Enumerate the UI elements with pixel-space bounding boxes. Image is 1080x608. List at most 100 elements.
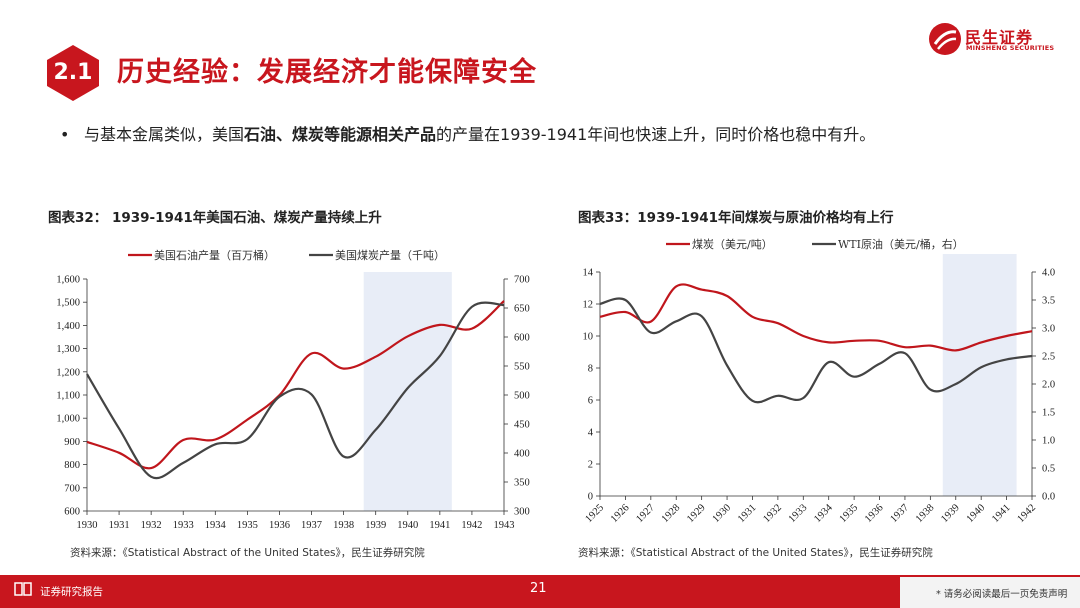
bullet-part1: 与基本金属类似，美国 bbox=[84, 125, 245, 144]
logo-text-cn: 民生证券 bbox=[965, 28, 1034, 47]
x-tick-label: 1927 bbox=[634, 502, 657, 525]
disclaimer-text: * 请务必阅读最后一页免责声明 bbox=[936, 589, 1068, 600]
x-tick-label: 1934 bbox=[812, 502, 835, 525]
legend-label-1: 美国石油产量（百万桶） bbox=[154, 248, 275, 262]
x-tick-label: 1932 bbox=[141, 520, 162, 531]
x-tick-label: 1942 bbox=[461, 520, 482, 531]
figure-33-source: 资料来源：《Statistical Abstract of the United… bbox=[578, 547, 933, 559]
y-left-tick-label: 600 bbox=[64, 507, 80, 518]
y-left-tick-label: 14 bbox=[583, 268, 594, 279]
x-tick-label: 1925 bbox=[583, 502, 606, 525]
bullet-bold: 石油、煤炭等能源相关产品 bbox=[244, 125, 437, 144]
logo-icon bbox=[929, 23, 961, 55]
y-right-tick-label: 0.0 bbox=[1042, 492, 1055, 503]
y-left-tick-label: 4 bbox=[588, 428, 594, 439]
y-right-tick-label: 550 bbox=[514, 362, 530, 373]
logo-text-en: MINSHENG SECURITIES bbox=[966, 44, 1055, 52]
y-right-tick-label: 600 bbox=[514, 333, 530, 344]
x-tick-label: 1934 bbox=[205, 520, 227, 531]
bullet-text: • 与基本金属类似，美国石油、煤炭等能源相关产品的产量在1939-1941年间也快… bbox=[60, 121, 875, 145]
x-tick-label: 1929 bbox=[685, 502, 708, 525]
x-tick-label: 1931 bbox=[736, 502, 759, 525]
y-right-tick-label: 2.5 bbox=[1042, 352, 1055, 363]
y-left-tick-label: 1,100 bbox=[56, 391, 80, 402]
y-left-tick-label: 8 bbox=[588, 364, 593, 375]
x-tick-label: 1935 bbox=[838, 502, 861, 525]
x-tick-label: 1933 bbox=[173, 520, 194, 531]
y-right-tick-label: 3.5 bbox=[1042, 296, 1055, 307]
x-tick-label: 1937 bbox=[301, 520, 322, 531]
shaded-period bbox=[942, 254, 1017, 496]
x-tick-label: 1940 bbox=[397, 520, 418, 531]
x-tick-label: 1931 bbox=[109, 520, 130, 531]
y-left-tick-label: 1,500 bbox=[56, 298, 80, 309]
legend-label-2: 美国煤炭产量（千吨） bbox=[335, 248, 445, 262]
x-tick-label: 1937 bbox=[888, 502, 911, 525]
y-left-tick-label: 1,000 bbox=[56, 414, 80, 425]
figure-32-title: 图表32： 1939-1941年美国石油、煤炭产量持续上升 bbox=[48, 210, 382, 226]
section-number: 2.1 bbox=[53, 60, 93, 85]
x-tick-label: 1936 bbox=[863, 502, 886, 525]
x-tick-label: 1941 bbox=[990, 502, 1013, 525]
y-left-tick-label: 6 bbox=[588, 396, 593, 407]
figure-32-source: 资料来源：《Statistical Abstract of the United… bbox=[70, 547, 425, 559]
y-right-tick-label: 350 bbox=[514, 478, 530, 489]
y-right-tick-label: 4.0 bbox=[1042, 268, 1055, 279]
x-tick-label: 1935 bbox=[237, 520, 258, 531]
x-tick-label: 1939 bbox=[365, 520, 386, 531]
series-line-1 bbox=[599, 283, 1033, 352]
y-left-tick-label: 1,300 bbox=[56, 344, 80, 355]
x-tick-label: 1933 bbox=[787, 502, 810, 525]
shaded-period bbox=[363, 272, 452, 511]
y-left-tick-label: 700 bbox=[64, 483, 80, 494]
y-right-tick-label: 650 bbox=[514, 304, 530, 315]
x-tick-label: 1939 bbox=[939, 502, 962, 525]
y-left-tick-label: 2 bbox=[588, 460, 593, 471]
x-tick-label: 1938 bbox=[914, 502, 937, 525]
x-tick-label: 1930 bbox=[77, 520, 98, 531]
y-left-tick-label: 900 bbox=[64, 437, 80, 448]
figure-33-title: 图表33：1939-1941年间煤炭与原油价格均有上行 bbox=[578, 210, 894, 226]
x-tick-label: 1940 bbox=[965, 502, 988, 525]
book-icon bbox=[14, 582, 32, 596]
y-right-tick-label: 0.5 bbox=[1042, 464, 1055, 475]
disclaimer-background bbox=[900, 577, 1080, 608]
x-tick-label: 1938 bbox=[333, 520, 354, 531]
series-line-2 bbox=[86, 301, 505, 480]
y-right-tick-label: 300 bbox=[514, 507, 530, 518]
x-tick-label: 1928 bbox=[660, 502, 683, 525]
x-tick-label: 1941 bbox=[429, 520, 450, 531]
x-tick-label: 1930 bbox=[711, 502, 734, 525]
bullet-part2: 的产量在1939-1941年间也快速上升，同时价格也稳中有升。 bbox=[436, 125, 876, 144]
x-tick-label: 1942 bbox=[1015, 502, 1038, 525]
section-badge bbox=[47, 45, 99, 101]
x-tick-label: 1932 bbox=[761, 502, 784, 525]
x-tick-label: 1926 bbox=[609, 502, 632, 525]
chart-coal-oil-prices: 0 2 4 6 8 10 12 14 0.0 0.5 1.0 1.5 2.0 2.5 3.0 3.5 4.0 19… bbox=[583, 237, 1056, 525]
y-left-tick-label: 1,200 bbox=[56, 367, 80, 378]
y-right-tick-label: 700 bbox=[514, 275, 530, 286]
y-right-tick-label: 400 bbox=[514, 449, 530, 460]
y-left-tick-label: 10 bbox=[583, 332, 594, 343]
series-line-1 bbox=[86, 300, 505, 470]
series-line-2 bbox=[599, 297, 1033, 404]
y-left-tick-label: 800 bbox=[64, 460, 80, 471]
footer-label: 证券研究报告 bbox=[40, 586, 103, 598]
y-left-tick-label: 1,600 bbox=[56, 275, 80, 286]
y-right-tick-label: 1.5 bbox=[1042, 408, 1055, 419]
chart-oil-coal-production: 600 700 800 900 1,000 1,100 1,200 1,300 1,400 1,5… bbox=[56, 248, 530, 531]
y-right-tick-label: 1.0 bbox=[1042, 436, 1055, 447]
y-right-tick-label: 2.0 bbox=[1042, 380, 1055, 391]
y-right-tick-label: 3.0 bbox=[1042, 324, 1055, 335]
bullet-dot-icon: • bbox=[60, 125, 70, 144]
legend-label-2: WTI原油（美元/桶，右） bbox=[838, 237, 964, 251]
y-right-tick-label: 500 bbox=[514, 391, 530, 402]
x-tick-label: 1936 bbox=[269, 520, 290, 531]
page-number: 21 bbox=[530, 581, 547, 596]
y-left-tick-label: 1,400 bbox=[56, 321, 80, 332]
y-left-tick-label: 0 bbox=[588, 492, 593, 503]
page-title: 历史经验：发展经济才能保障安全 bbox=[117, 57, 537, 88]
x-tick-label: 1943 bbox=[494, 520, 515, 531]
legend-label-1: 煤炭（美元/吨） bbox=[692, 238, 773, 251]
y-left-tick-label: 12 bbox=[583, 300, 594, 311]
